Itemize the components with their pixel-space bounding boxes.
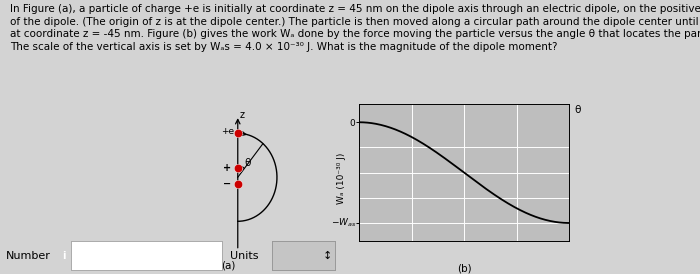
Text: (a): (a) (221, 261, 235, 270)
Text: Units: Units (230, 250, 258, 261)
Text: +: + (223, 163, 232, 173)
Text: Number: Number (6, 250, 51, 261)
Text: Wₐ (10⁻³⁰ J): Wₐ (10⁻³⁰ J) (337, 152, 346, 204)
Text: (b): (b) (457, 263, 471, 273)
Text: −: − (223, 179, 232, 189)
Text: +e: +e (220, 127, 234, 136)
Text: ↕: ↕ (323, 250, 332, 261)
Text: z: z (240, 110, 245, 120)
Text: i: i (62, 250, 66, 261)
Text: In Figure (a), a particle of charge +e is initially at coordinate z = 45 nm on t: In Figure (a), a particle of charge +e i… (10, 4, 700, 52)
Text: θ: θ (244, 158, 251, 168)
Text: $-W_{as}$: $-W_{as}$ (331, 217, 356, 229)
Text: θ: θ (575, 105, 581, 115)
